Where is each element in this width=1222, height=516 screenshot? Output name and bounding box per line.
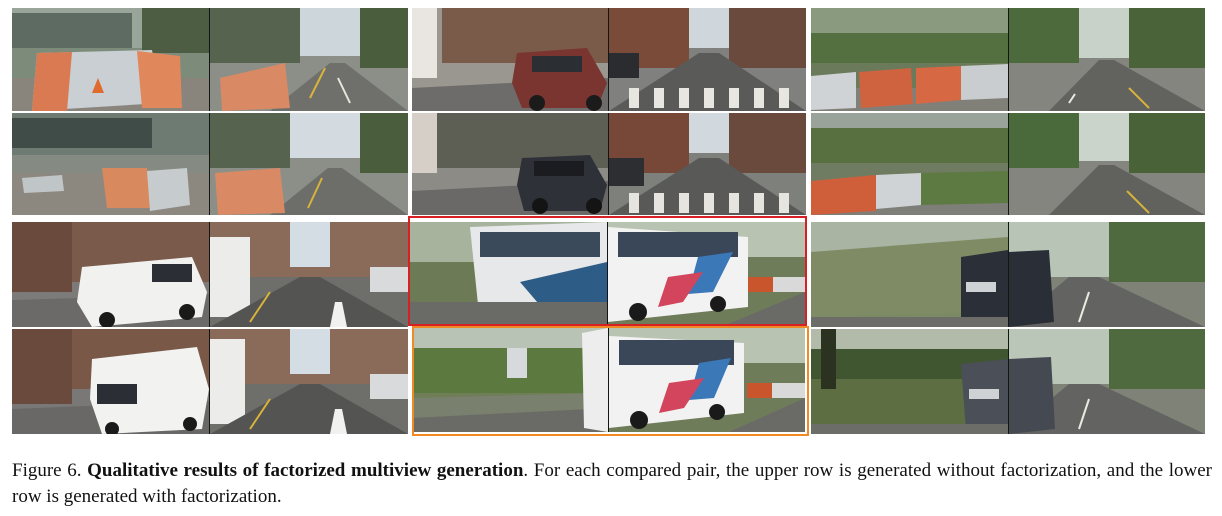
camera-view-left	[811, 222, 1008, 327]
row-without-factorization	[811, 8, 1205, 111]
figure-caption: Figure 6. Qualitative results of factori…	[12, 458, 1212, 510]
row-with-factorization	[12, 329, 408, 434]
camera-view-right	[609, 328, 805, 432]
camera-view-left	[12, 329, 209, 434]
panel-white-van	[12, 222, 408, 434]
row-without-factorization	[12, 222, 408, 327]
camera-view-left	[12, 222, 209, 327]
camera-view-left	[412, 8, 608, 111]
panel-park-barriers	[811, 8, 1205, 215]
camera-view-right	[1009, 8, 1205, 111]
row-without-factorization	[410, 222, 805, 324]
camera-view-left	[412, 113, 608, 215]
row-with-factorization	[811, 113, 1205, 215]
camera-view-right	[210, 222, 408, 327]
camera-view-right	[609, 8, 806, 111]
panel-dark-suv	[811, 222, 1205, 434]
camera-view-right	[210, 8, 408, 111]
camera-view-left	[811, 113, 1008, 215]
row-with-factorization	[410, 328, 805, 432]
row-with-factorization	[811, 329, 1205, 434]
camera-view-right	[210, 113, 408, 215]
camera-view-right	[210, 329, 408, 434]
row-without-factorization	[12, 8, 408, 111]
panel-city-crosswalk-car	[412, 8, 806, 215]
camera-view-left	[12, 113, 209, 215]
camera-view-left	[811, 329, 1008, 434]
panel-construction-barriers	[12, 8, 408, 215]
caption-label: Figure 6.	[12, 460, 82, 481]
row-without-factorization	[811, 222, 1205, 327]
row-with-factorization	[412, 113, 806, 215]
camera-view-left	[12, 8, 209, 111]
camera-view-right	[609, 113, 806, 215]
panel-white-bus	[410, 218, 805, 434]
row-with-factorization	[12, 113, 408, 215]
camera-view-right	[1009, 329, 1205, 434]
row-without-factorization	[412, 8, 806, 111]
camera-view-left	[811, 8, 1008, 111]
camera-view-right	[1009, 222, 1205, 327]
caption-title: Qualitative results of factorized multiv…	[87, 460, 524, 481]
caption-body: . For each compared pair, the upper row …	[12, 460, 1212, 507]
camera-view-left	[412, 328, 608, 432]
camera-view-right	[608, 222, 805, 324]
camera-view-right	[1009, 113, 1205, 215]
camera-view-left	[410, 222, 607, 324]
